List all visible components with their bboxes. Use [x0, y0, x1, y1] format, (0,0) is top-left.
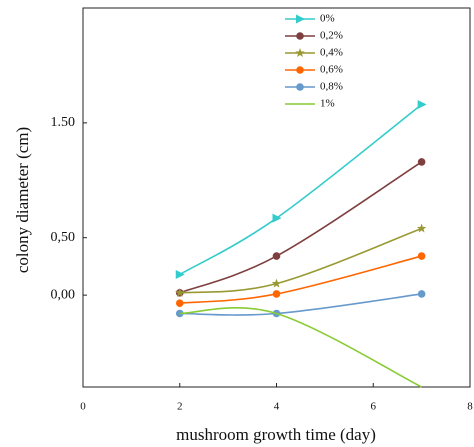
series-line: [179, 227, 422, 294]
marker: [295, 48, 305, 58]
marker: [417, 99, 427, 109]
marker: [175, 269, 185, 279]
marker: [272, 252, 281, 260]
legend-label: 0,4%: [320, 47, 343, 59]
x-tick-label: 8: [467, 401, 473, 413]
x-tick-label: 6: [371, 401, 377, 413]
marker: [417, 158, 426, 166]
x-tick-label: 2: [177, 401, 183, 413]
series-line: [179, 255, 422, 304]
x-axis-label: mushroom growth time (day): [176, 425, 376, 444]
legend-label: 0%: [320, 13, 335, 25]
y-tick-label: 0,00: [51, 287, 76, 302]
marker: [175, 299, 184, 307]
marker: [296, 83, 304, 91]
series-line: [179, 103, 423, 276]
marker: [416, 223, 427, 233]
marker: [296, 66, 304, 74]
legend-label: 0,6%: [320, 64, 343, 76]
series-line: [179, 161, 423, 294]
marker: [174, 287, 185, 297]
marker: [296, 14, 305, 24]
x-tick-label: 0: [80, 401, 86, 413]
marker: [271, 278, 282, 288]
legend-label: 0,2%: [320, 30, 343, 42]
legend-label: 0,8%: [320, 81, 343, 93]
marker: [417, 290, 426, 298]
legend-label: 1%: [320, 98, 335, 110]
series-line: [179, 293, 422, 316]
plot-frame: [82, 7, 471, 388]
y-tick-label: 1.50: [51, 115, 76, 130]
y-tick-label: 0,50: [51, 230, 76, 245]
series-line: [179, 307, 422, 388]
y-axis-label: colony diameter (cm): [13, 127, 32, 273]
x-tick-label: 4: [274, 401, 280, 413]
marker: [272, 213, 282, 223]
marker: [272, 290, 281, 298]
marker: [417, 252, 426, 260]
marker: [296, 32, 304, 40]
